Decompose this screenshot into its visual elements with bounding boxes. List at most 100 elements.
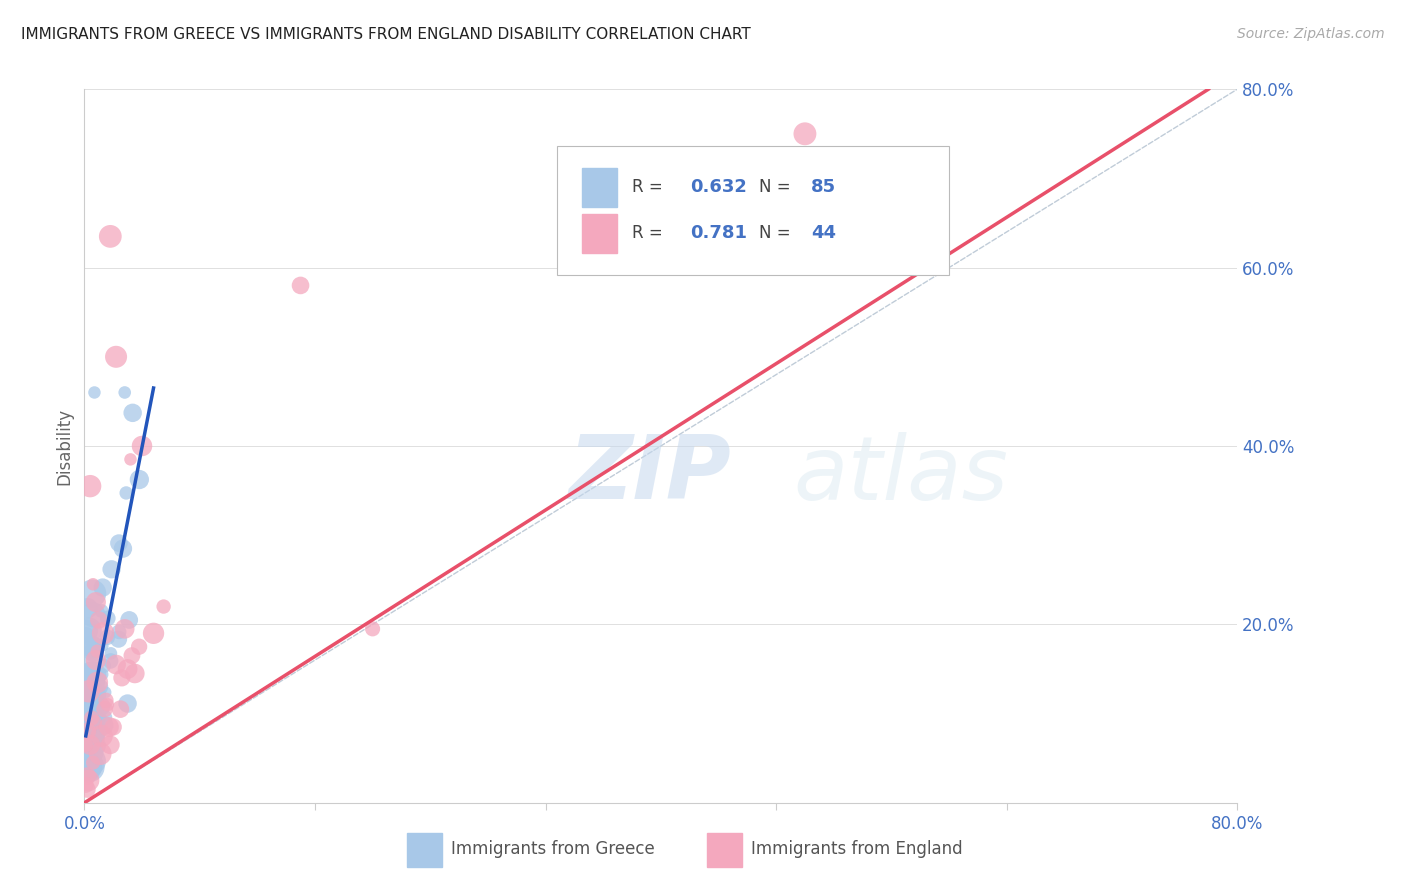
- Point: [87, 723, 110, 737]
- Point: [86, 739, 108, 753]
- Point: [111, 671, 134, 685]
- Point: [121, 648, 143, 663]
- Text: Source: ZipAtlas.com: Source: ZipAtlas.com: [1237, 27, 1385, 41]
- Point: [87, 613, 110, 627]
- Point: [77, 624, 100, 638]
- Point: [80, 754, 103, 768]
- Point: [82, 586, 104, 600]
- Point: [83, 385, 105, 400]
- Point: [75, 701, 97, 715]
- Point: [90, 729, 112, 743]
- Point: [108, 624, 131, 639]
- Point: [91, 639, 114, 653]
- Point: [83, 715, 105, 730]
- Point: [90, 710, 112, 724]
- Point: [75, 760, 97, 774]
- Point: [91, 581, 114, 595]
- Point: [77, 720, 100, 734]
- Point: [86, 730, 108, 744]
- Point: [96, 630, 118, 644]
- Text: R =: R =: [633, 225, 668, 243]
- Point: [79, 715, 101, 730]
- Point: [76, 769, 98, 783]
- Point: [82, 668, 104, 682]
- Point: [79, 725, 101, 739]
- Text: N =: N =: [759, 225, 796, 243]
- Point: [117, 662, 139, 676]
- Point: [90, 699, 112, 714]
- Point: [131, 439, 153, 453]
- Y-axis label: Disability: Disability: [55, 408, 73, 484]
- Point: [117, 697, 139, 711]
- Point: [121, 406, 143, 420]
- Point: [77, 684, 100, 698]
- Point: [93, 718, 115, 732]
- Point: [84, 712, 107, 726]
- Point: [100, 646, 122, 660]
- Point: [98, 738, 121, 752]
- Point: [100, 654, 122, 668]
- Point: [93, 702, 115, 716]
- Text: 0.781: 0.781: [690, 225, 747, 243]
- Point: [82, 577, 104, 591]
- Point: [91, 626, 114, 640]
- Point: [110, 702, 132, 716]
- Point: [290, 278, 312, 293]
- Point: [94, 685, 117, 699]
- Point: [111, 541, 134, 556]
- Point: [76, 782, 98, 797]
- FancyBboxPatch shape: [557, 146, 949, 275]
- Point: [83, 701, 105, 715]
- Point: [80, 666, 103, 681]
- Text: Immigrants from England: Immigrants from England: [751, 840, 962, 858]
- FancyBboxPatch shape: [582, 214, 617, 253]
- Point: [80, 711, 103, 725]
- Point: [80, 640, 103, 654]
- Point: [89, 637, 111, 651]
- Point: [361, 622, 384, 636]
- Point: [75, 778, 97, 792]
- Point: [120, 452, 142, 467]
- Point: [82, 756, 104, 770]
- Point: [75, 678, 97, 692]
- Point: [90, 604, 112, 618]
- Point: [114, 385, 136, 400]
- Point: [80, 722, 103, 736]
- Point: [86, 644, 108, 658]
- Text: IMMIGRANTS FROM GREECE VS IMMIGRANTS FROM ENGLAND DISABILITY CORRELATION CHART: IMMIGRANTS FROM GREECE VS IMMIGRANTS FRO…: [21, 27, 751, 42]
- Point: [79, 760, 101, 774]
- Point: [75, 723, 97, 738]
- Point: [97, 611, 120, 625]
- Point: [75, 629, 97, 643]
- Text: atlas: atlas: [793, 432, 1008, 517]
- Point: [105, 350, 128, 364]
- Point: [75, 738, 97, 752]
- Point: [107, 632, 129, 647]
- Point: [76, 724, 98, 739]
- Point: [84, 641, 107, 656]
- Point: [79, 668, 101, 682]
- Point: [89, 680, 111, 694]
- Point: [108, 536, 131, 550]
- Point: [75, 732, 97, 747]
- Point: [77, 760, 100, 774]
- Point: [105, 657, 128, 672]
- Point: [82, 709, 104, 723]
- Point: [83, 716, 105, 731]
- Point: [76, 736, 98, 750]
- Point: [76, 601, 98, 615]
- Point: [98, 229, 121, 244]
- Point: [84, 663, 107, 677]
- Point: [93, 658, 115, 673]
- Text: 44: 44: [811, 225, 835, 243]
- Point: [83, 688, 105, 702]
- Point: [82, 760, 104, 774]
- Point: [84, 653, 107, 667]
- Point: [94, 613, 117, 627]
- Point: [79, 738, 101, 752]
- Point: [83, 663, 105, 677]
- Point: [84, 645, 107, 659]
- Point: [76, 760, 98, 774]
- Point: [128, 473, 150, 487]
- Point: [75, 688, 97, 702]
